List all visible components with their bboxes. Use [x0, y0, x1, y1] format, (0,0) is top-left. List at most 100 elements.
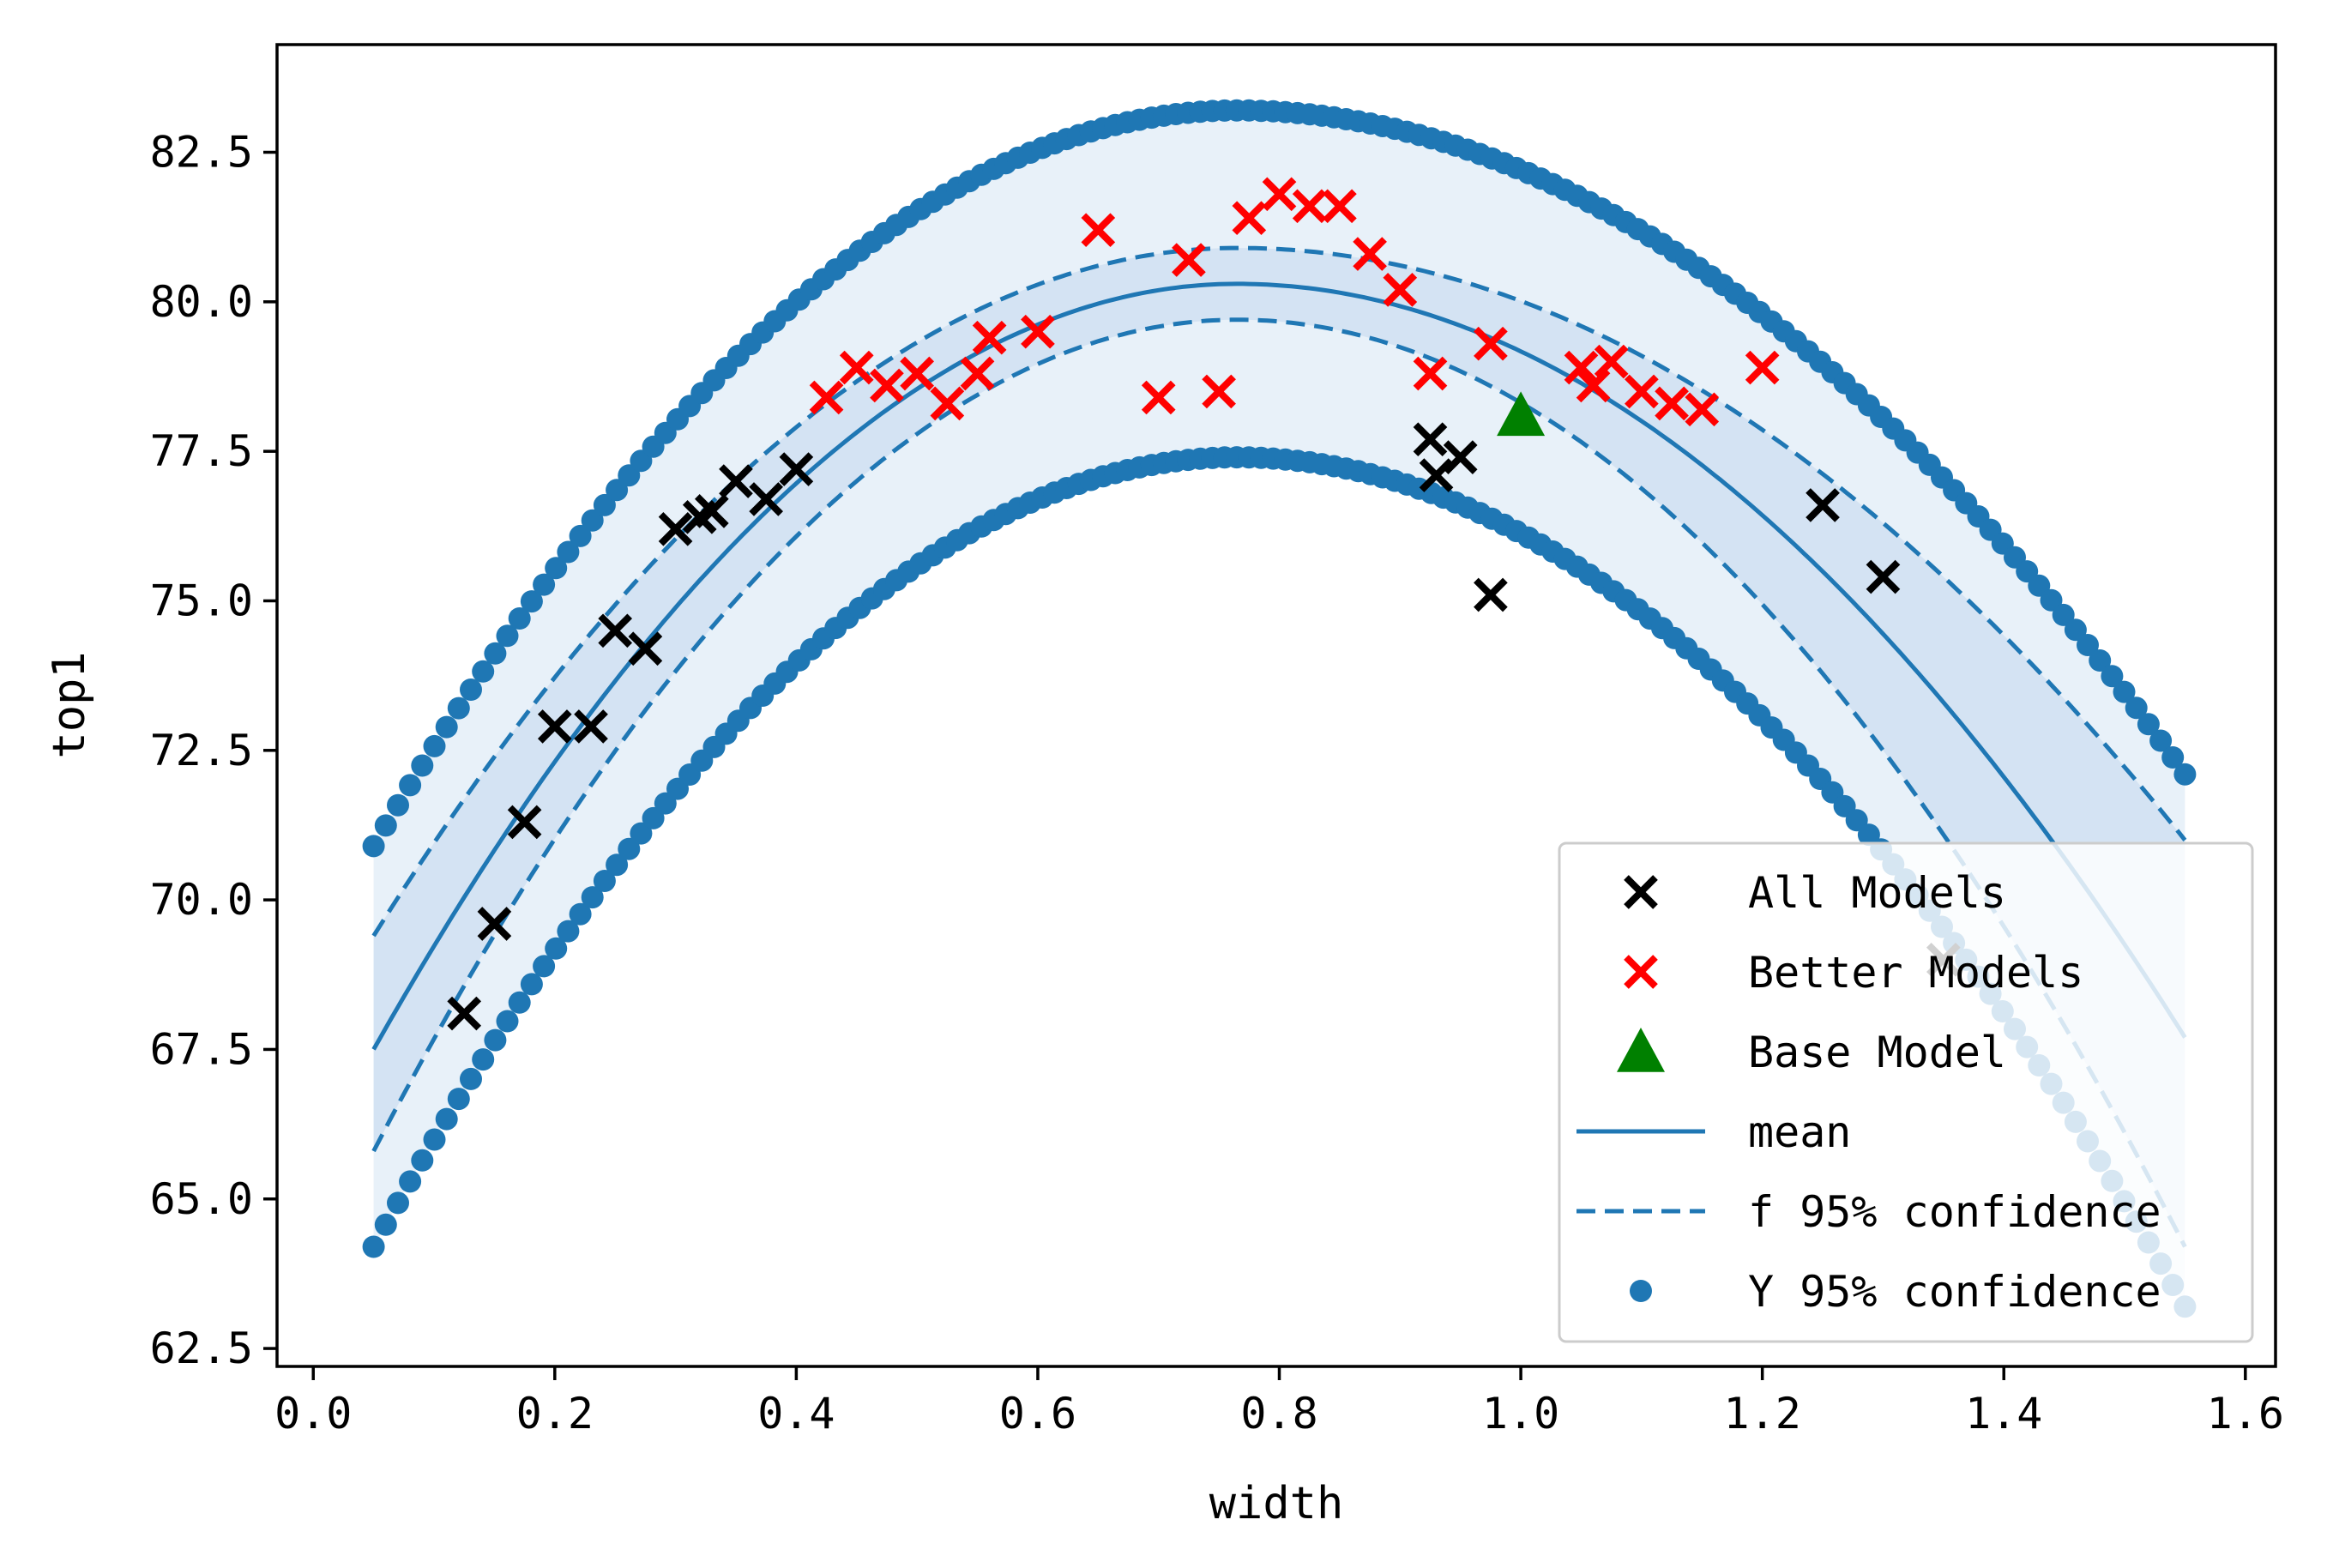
x-marker-stroke [1383, 273, 1418, 307]
legend-label: All Models [1748, 868, 2006, 918]
y-95-upper-dot [411, 754, 434, 777]
legend-box [1558, 841, 2254, 1343]
better-models-point [1292, 189, 1327, 224]
x-marker-stroke [1806, 488, 1840, 522]
better-models-point [972, 320, 1007, 355]
y-95-lower-dot [1857, 823, 1880, 847]
x-marker-stroke [1576, 368, 1611, 403]
y-95-lower-dot [593, 870, 616, 892]
better-models-point [1172, 243, 1206, 277]
x-tick-label: 0.8 [1240, 1389, 1317, 1438]
y-tick-label: 72.5 [150, 726, 253, 775]
x-axis-ticks: 0.0 0.2 0.4 0.6 0.8 1.0 1.2 1.4 1.6 [274, 1366, 2284, 1438]
better-models-point [1141, 380, 1176, 415]
f-95-lower-line [371, 317, 2187, 1248]
x-marker-stroke [1685, 392, 1720, 427]
y-95-lower-dot [484, 1028, 507, 1052]
legend-entry-base-model: Base Model [1617, 1028, 2006, 1077]
y-tick-label: 62.5 [150, 1324, 253, 1373]
y-95-upper-dot [496, 624, 519, 648]
y-95-upper-dot [2089, 649, 2112, 672]
better-models-point [1202, 374, 1236, 409]
x-marker-stroke [447, 996, 482, 1031]
y-95-lower-dot [460, 1067, 482, 1090]
better-models-point [1413, 356, 1448, 391]
x-marker-stroke [1564, 350, 1599, 385]
y-95-lower-dot [496, 1010, 519, 1033]
x-marker-stroke [1413, 356, 1448, 391]
y-95-lower-dot [472, 1048, 495, 1071]
x-marker-stroke [1172, 243, 1206, 277]
y-95-lower-dot [387, 1191, 409, 1215]
x-marker-stroke [749, 482, 784, 516]
x-marker-stroke [1624, 955, 1658, 989]
x-marker-stroke [1021, 314, 1055, 349]
x-marker-stroke [1353, 237, 1387, 271]
f-95-band-fill [373, 248, 2185, 1247]
x-tick-label: 0.2 [516, 1389, 594, 1438]
y-95-upper-dot [2113, 680, 2136, 703]
y-axis-label: top1 [44, 651, 95, 758]
x-marker-stroke [930, 386, 965, 421]
x-marker-stroke [1202, 374, 1236, 409]
x-marker-stroke [537, 709, 572, 744]
legend-entry-mean: mean [1576, 1107, 1851, 1157]
y-95-lower-dot [362, 1235, 385, 1258]
y-95-upper-dot [606, 479, 629, 502]
y-95-upper-dot [2040, 588, 2063, 612]
y-95-upper-dot [374, 814, 397, 837]
x-marker-stroke [598, 613, 633, 648]
y-95-lower-dot [569, 902, 592, 926]
better-models-point [1353, 237, 1387, 271]
y-95-lower-dot [618, 837, 641, 860]
all-models-point [694, 494, 729, 528]
x-tick-label: 1.6 [2207, 1389, 2284, 1438]
y-95-upper-dot [484, 642, 507, 665]
y-95-lower-dot [508, 991, 531, 1014]
legend-label: mean [1748, 1107, 1851, 1157]
x-tick-label: 0.4 [757, 1389, 835, 1438]
y-95-upper-dot [581, 509, 604, 532]
y-95-lower-dot [630, 822, 653, 845]
better-models-point [1323, 189, 1357, 224]
y-95-upper-dot [435, 715, 458, 739]
all-models-point [719, 464, 753, 498]
y-95-lower-dot [447, 1088, 470, 1111]
legend-swatch-base-model [1617, 1028, 1665, 1072]
x-marker-stroke [1655, 386, 1689, 421]
better-models-point [809, 380, 844, 415]
y-95-upper-dot [569, 524, 592, 547]
all-models-point [1806, 488, 1840, 522]
legend-label: Y 95% confidence [1748, 1267, 2161, 1317]
x-marker-stroke [507, 805, 542, 840]
all-models-point [1443, 440, 1478, 474]
x-marker-stroke [870, 368, 904, 403]
all-models-point [574, 709, 608, 744]
y-tick-label: 70.0 [150, 875, 253, 925]
y-95-upper-dot [2064, 618, 2087, 642]
y-95-lower-dot [374, 1213, 397, 1236]
all-models-point [1474, 577, 1508, 612]
better-models-point [1745, 350, 1780, 385]
legend-entry-all-models: All Models [1624, 868, 2006, 918]
x-marker-stroke [960, 356, 995, 391]
legend-swatch-y95 [1630, 1280, 1652, 1302]
legend-label: Better Models [1748, 948, 2083, 998]
better-models-point [1474, 326, 1508, 361]
x-marker-stroke [1624, 875, 1658, 909]
y-95-upper-dot [2077, 634, 2099, 656]
y-95-upper-dot [520, 590, 543, 613]
x-marker-stroke [574, 709, 608, 744]
y-95-upper-dot [362, 835, 385, 858]
x-marker-stroke [1745, 350, 1780, 385]
y-95-lower-dot [520, 973, 543, 996]
x-marker-stroke [694, 494, 729, 528]
x-marker-stroke [1081, 213, 1116, 247]
y-95-upper-dot [2173, 763, 2197, 786]
axes-frame [275, 43, 2277, 1368]
all-models-point [779, 452, 814, 486]
mean-line [371, 281, 2187, 1051]
legend-entry-y95: Y 95% confidence [1630, 1267, 2161, 1317]
y-95-upper-dot [508, 607, 531, 630]
